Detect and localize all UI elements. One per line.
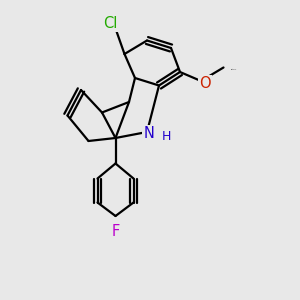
Text: O: O	[199, 76, 211, 91]
Text: Cl: Cl	[103, 16, 117, 31]
Text: H: H	[162, 130, 171, 143]
Text: N: N	[144, 126, 154, 141]
Text: methoxy: methoxy	[231, 68, 237, 70]
Text: F: F	[111, 224, 120, 239]
